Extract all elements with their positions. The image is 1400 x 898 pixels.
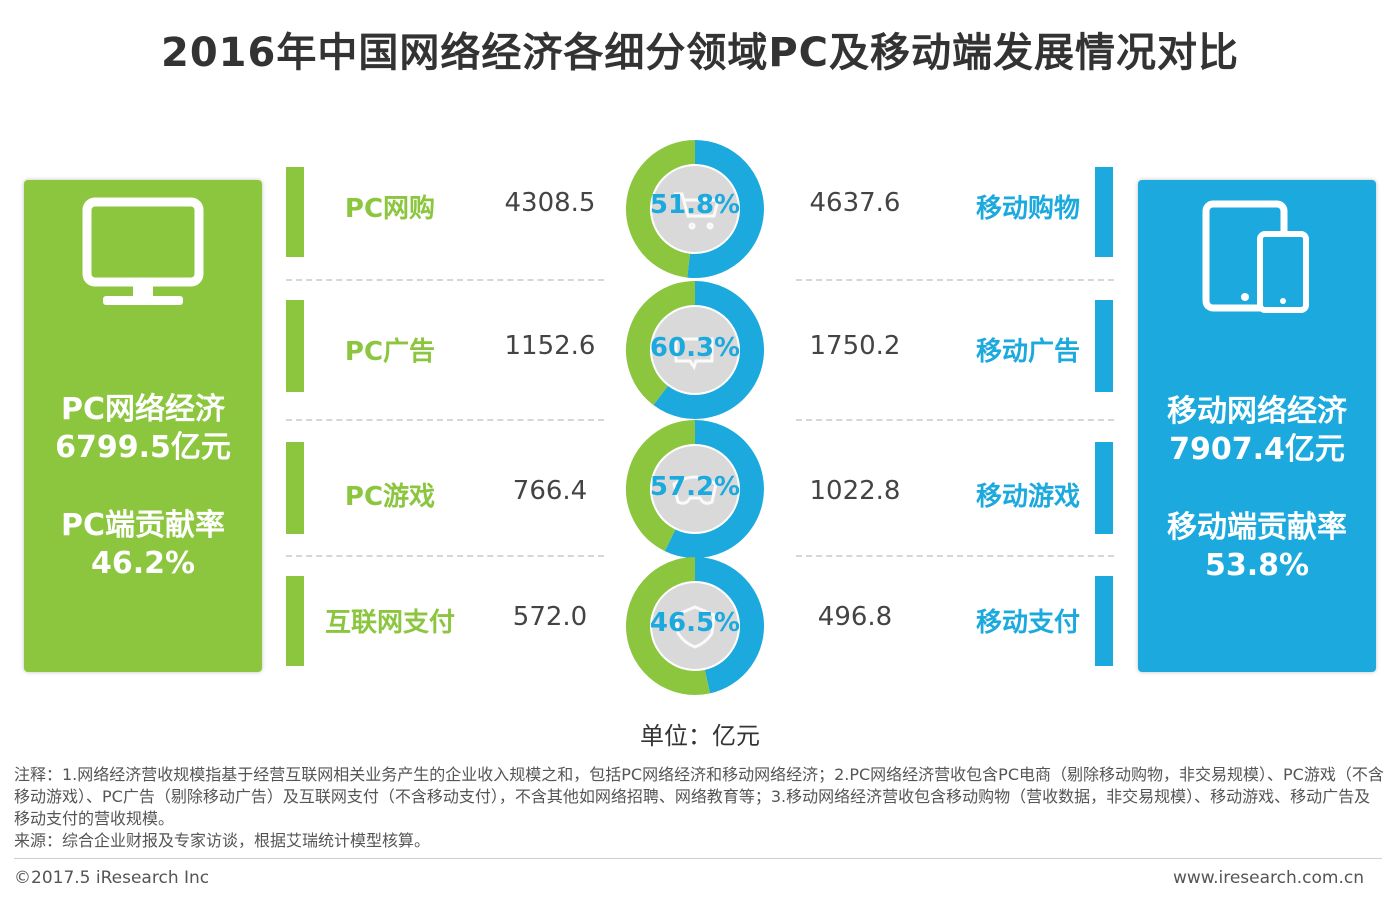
pc-share-arc: [626, 420, 696, 552]
mobile-category-label: 移动广告: [975, 337, 1080, 367]
pc-share-arc: [626, 281, 696, 406]
pc-value-label: 766.4: [512, 476, 588, 506]
pc-economy-value: 6799.5亿元: [55, 430, 231, 465]
row-accent-bar: [1095, 300, 1113, 392]
mobile-share-arc: [653, 281, 764, 419]
donut-center: [652, 307, 738, 393]
mobile-contribution-label: 移动端贡献率: [1167, 510, 1347, 545]
mobile-share-arc: [694, 557, 764, 694]
mobile-category-label: 移动购物: [975, 194, 1080, 224]
row-accent-bar: [286, 300, 304, 392]
row-divider: [796, 279, 1114, 281]
website: www.iresearch.com.cn: [1172, 868, 1364, 888]
mobile-share-label: 46.5%: [649, 608, 741, 638]
mobile-contribution-value: 53.8%: [1204, 548, 1310, 583]
mobile-share-label: 60.3%: [649, 333, 741, 363]
pc-share-arc: [626, 140, 696, 278]
share-donut: [626, 140, 764, 278]
pc-share-arc: [626, 557, 711, 695]
donut-center: [652, 583, 738, 669]
copyright: ©2017.5 iResearch Inc: [14, 868, 210, 888]
pc-contribution-label: PC端贡献率: [60, 508, 225, 543]
row-accent-bar: [286, 167, 304, 257]
pc-value-label: 1152.6: [504, 331, 596, 361]
mobile-share-label: 57.2%: [649, 472, 741, 502]
share-donut: [626, 420, 764, 558]
chart-title: 2016年中国网络经济各细分领域PC及移动端发展情况对比: [161, 30, 1239, 76]
unit-label: 单位：亿元: [640, 722, 760, 750]
mobile-value-label: 496.8: [817, 602, 893, 632]
row-accent-bar: [286, 442, 304, 534]
mobile-share-label: 51.8%: [649, 190, 741, 220]
row-divider: [796, 419, 1114, 421]
row-accent-bar: [1095, 576, 1113, 666]
pc-contribution-value: 46.2%: [90, 546, 196, 581]
pc-summary-panel: PC网络经济 6799.5亿元 PC端贡献率 46.2%: [24, 180, 262, 672]
pc-value-label: 4308.5: [504, 188, 596, 218]
row-accent-bar: [286, 576, 304, 666]
cart-icon: [674, 192, 720, 230]
donut-center: [652, 446, 738, 532]
pc-value-label: 572.0: [512, 602, 588, 632]
mobile-value-label: 4637.6: [809, 188, 901, 218]
row-divider: [286, 555, 604, 557]
pc-category-label: PC网购: [344, 194, 436, 224]
pc-category-label: 互联网支付: [324, 608, 455, 638]
row-divider: [286, 419, 604, 421]
row-divider: [286, 279, 604, 281]
monitor-icon: [82, 197, 204, 305]
mobile-category-label: 移动游戏: [975, 482, 1080, 512]
mobile-share-arc: [687, 140, 764, 278]
pc-economy-label: PC网络经济: [60, 392, 225, 427]
mobile-share-arc: [664, 420, 764, 558]
mobile-category-label: 移动支付: [975, 608, 1080, 638]
mobile-value-label: 1022.8: [809, 476, 901, 506]
pc-category-label: PC游戏: [344, 482, 436, 512]
share-donut: [626, 557, 764, 695]
note-text: 注释：1.网络经济营收规模指基于经营互联网相关业务产生的企业收入规模之和，包括P…: [14, 765, 1384, 828]
mobile-value-label: 1750.2: [809, 331, 901, 361]
row-accent-bar: [1095, 167, 1113, 257]
pc-category-label: PC广告: [344, 337, 436, 367]
source-text: 来源：综合企业财报及专家访谈，根据艾瑞统计模型核算。: [14, 831, 431, 850]
shield-icon: [674, 605, 716, 649]
footer-divider: [14, 858, 1382, 859]
footnote: 注释：1.网络经济营收规模指基于经营互联网相关业务产生的企业收入规模之和，包括P…: [14, 764, 1386, 852]
tablet-phone-icon: [1202, 200, 1309, 313]
mobile-economy-value: 7907.4亿元: [1169, 432, 1345, 467]
mobile-summary-panel: 移动网络经济 7907.4亿元 移动端贡献率 53.8%: [1138, 180, 1376, 672]
share-donut: [626, 281, 764, 419]
row-accent-bar: [1095, 442, 1113, 534]
mobile-economy-label: 移动网络经济: [1167, 394, 1347, 429]
row-divider: [796, 555, 1114, 557]
gamepad-icon: [672, 475, 718, 505]
donut-center: [652, 166, 738, 252]
ad-tag-icon: [674, 337, 714, 371]
